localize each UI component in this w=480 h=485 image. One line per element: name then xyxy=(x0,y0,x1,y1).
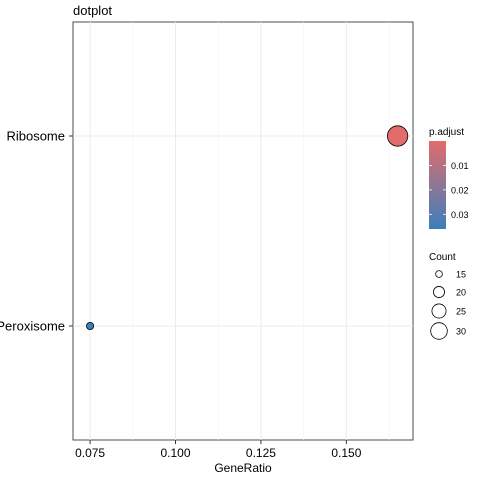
size-legend-label: 25 xyxy=(456,307,466,317)
size-legend-label: 20 xyxy=(456,288,466,298)
chart-title: dotplot xyxy=(73,3,112,18)
size-legend-circle xyxy=(433,286,445,298)
size-legend-circle xyxy=(430,322,448,340)
x-tick-label: 0.125 xyxy=(246,446,276,460)
size-legend: Count 15 20 25 30 xyxy=(429,252,466,340)
color-legend-label: 0.03 xyxy=(451,210,469,220)
x-tick-label: 0.100 xyxy=(160,446,190,460)
data-point xyxy=(387,125,409,147)
x-tick-label: 0.075 xyxy=(75,446,105,460)
data-point xyxy=(86,321,95,330)
size-legend-label: 15 xyxy=(456,270,466,280)
color-legend-bar xyxy=(429,141,446,229)
major-gridlines xyxy=(73,22,413,440)
size-legend-label: 30 xyxy=(456,327,466,337)
color-legend-label: 0.02 xyxy=(451,185,469,195)
data-points xyxy=(86,125,409,330)
y-tick-label: Peroxisome xyxy=(0,319,65,334)
plot-panel xyxy=(72,21,414,441)
size-legend-circle xyxy=(435,270,443,278)
size-legend-title: Count xyxy=(429,252,456,263)
x-tick-label: 0.150 xyxy=(331,446,361,460)
minor-gridlines xyxy=(132,22,390,440)
x-axis-label: GeneRatio xyxy=(214,461,272,475)
y-tick-label: Ribosome xyxy=(6,129,65,144)
size-legend-circle xyxy=(431,303,447,319)
color-legend: p.adjust 0.01 0.02 0.03 xyxy=(429,127,469,229)
x-axis: 0.075 0.100 0.125 0.150 xyxy=(75,440,362,460)
color-legend-title: p.adjust xyxy=(429,127,464,138)
color-legend-label: 0.01 xyxy=(451,161,469,171)
y-axis: Ribosome Peroxisome xyxy=(0,129,73,334)
